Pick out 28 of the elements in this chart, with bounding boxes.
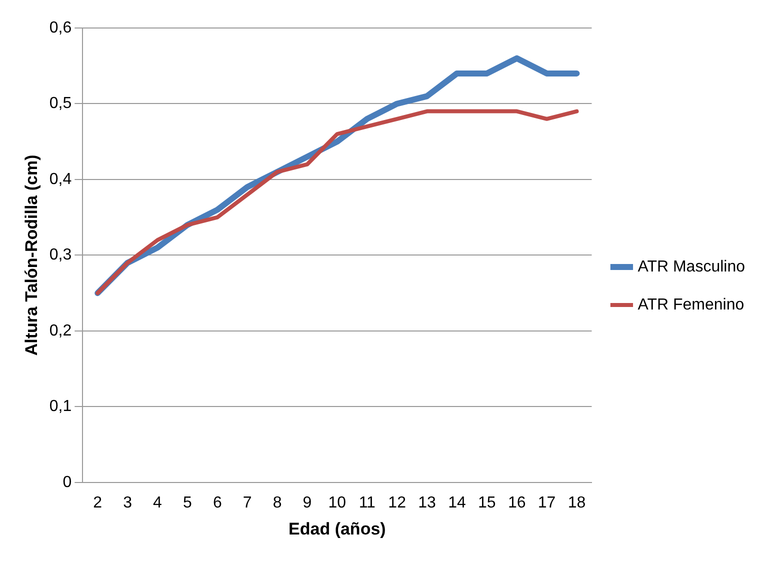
x-tick-label: 17 bbox=[538, 494, 556, 512]
x-tick-label: 9 bbox=[302, 494, 312, 512]
y-tick-label: 0,1 bbox=[49, 398, 72, 416]
y-tick-label: 0,4 bbox=[49, 170, 72, 188]
x-tick-label: 2 bbox=[93, 494, 102, 512]
x-tick-label: 10 bbox=[328, 494, 346, 512]
y-tick-label: 0,5 bbox=[49, 95, 72, 112]
x-tick-label: 18 bbox=[568, 494, 586, 512]
legend-label: ATR Femenino bbox=[638, 296, 744, 314]
x-tick-label: 14 bbox=[448, 494, 466, 512]
x-tick-label: 16 bbox=[508, 494, 526, 512]
x-tick-label: 13 bbox=[418, 494, 436, 512]
x-tick-label: 7 bbox=[242, 494, 252, 512]
y-axis-title: Altura Talón-Rodilla (cm) bbox=[22, 154, 41, 356]
x-tick-label: 8 bbox=[272, 494, 282, 512]
x-tick-label: 12 bbox=[388, 494, 406, 512]
x-tick-label: 3 bbox=[123, 494, 132, 512]
x-tick-label: 6 bbox=[212, 494, 222, 512]
x-tick-label: 5 bbox=[182, 494, 192, 512]
x-tick-label: 11 bbox=[358, 494, 376, 512]
y-tick-label: 0,2 bbox=[49, 322, 72, 340]
legend-label: ATR Masculino bbox=[638, 258, 746, 276]
y-tick-label: 0 bbox=[62, 474, 72, 491]
x-tick-label: 4 bbox=[153, 494, 162, 512]
x-tick-label: 15 bbox=[478, 494, 496, 512]
x-axis-title: Edad (años) bbox=[288, 519, 386, 538]
y-tick-label: 0,3 bbox=[49, 246, 72, 264]
y-tick-label: 0,6 bbox=[49, 19, 72, 36]
